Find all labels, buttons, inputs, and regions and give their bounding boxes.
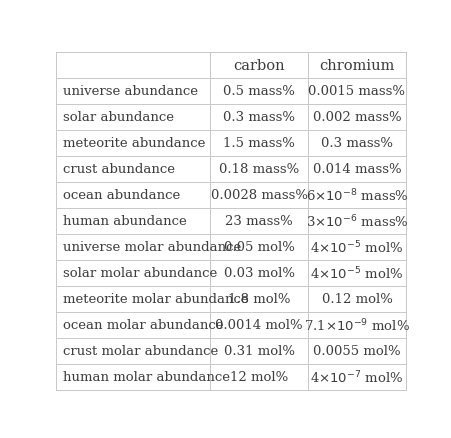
Text: 0.0055 mol%: 0.0055 mol% <box>313 344 401 357</box>
Text: universe molar abundance: universe molar abundance <box>63 240 241 254</box>
Text: human molar abundance: human molar abundance <box>63 371 230 383</box>
Text: crust abundance: crust abundance <box>63 163 175 176</box>
Text: 0.18 mass%: 0.18 mass% <box>219 163 299 176</box>
Text: 0.014 mass%: 0.014 mass% <box>313 163 401 176</box>
Text: human abundance: human abundance <box>63 215 186 228</box>
Text: solar molar abundance: solar molar abundance <box>63 267 217 279</box>
Text: 0.0028 mass%: 0.0028 mass% <box>211 189 308 202</box>
Text: 0.5 mass%: 0.5 mass% <box>223 85 295 98</box>
Text: 0.03 mol%: 0.03 mol% <box>224 267 295 279</box>
Text: chromium: chromium <box>319 59 395 73</box>
Text: 4$\times10^{-5}$ mol%: 4$\times10^{-5}$ mol% <box>310 239 404 255</box>
Text: 0.0015 mass%: 0.0015 mass% <box>308 85 405 98</box>
Text: 3$\times10^{-6}$ mass%: 3$\times10^{-6}$ mass% <box>306 213 408 230</box>
Text: 4$\times10^{-7}$ mol%: 4$\times10^{-7}$ mol% <box>310 368 404 385</box>
Text: 0.3 mass%: 0.3 mass% <box>321 137 393 150</box>
Text: 12 mol%: 12 mol% <box>230 371 288 383</box>
Text: 0.3 mass%: 0.3 mass% <box>223 111 295 124</box>
Text: ocean abundance: ocean abundance <box>63 189 180 202</box>
Text: 0.05 mol%: 0.05 mol% <box>224 240 295 254</box>
Text: 0.12 mol%: 0.12 mol% <box>322 293 392 305</box>
Text: 0.0014 mol%: 0.0014 mol% <box>215 318 303 332</box>
Text: 23 mass%: 23 mass% <box>225 215 293 228</box>
Text: carbon: carbon <box>233 59 285 73</box>
Text: 4$\times10^{-5}$ mol%: 4$\times10^{-5}$ mol% <box>310 265 404 281</box>
Text: ocean molar abundance: ocean molar abundance <box>63 318 223 332</box>
Text: 6$\times10^{-8}$ mass%: 6$\times10^{-8}$ mass% <box>306 187 408 204</box>
Text: 7.1$\times10^{-9}$ mol%: 7.1$\times10^{-9}$ mol% <box>304 317 410 333</box>
Text: crust molar abundance: crust molar abundance <box>63 344 218 357</box>
Text: meteorite abundance: meteorite abundance <box>63 137 205 150</box>
Text: universe abundance: universe abundance <box>63 85 198 98</box>
Text: solar abundance: solar abundance <box>63 111 174 124</box>
Text: 0.002 mass%: 0.002 mass% <box>313 111 401 124</box>
Text: 1.8 mol%: 1.8 mol% <box>228 293 290 305</box>
Text: 0.31 mol%: 0.31 mol% <box>224 344 295 357</box>
Text: 1.5 mass%: 1.5 mass% <box>223 137 295 150</box>
Text: meteorite molar abundance: meteorite molar abundance <box>63 293 249 305</box>
